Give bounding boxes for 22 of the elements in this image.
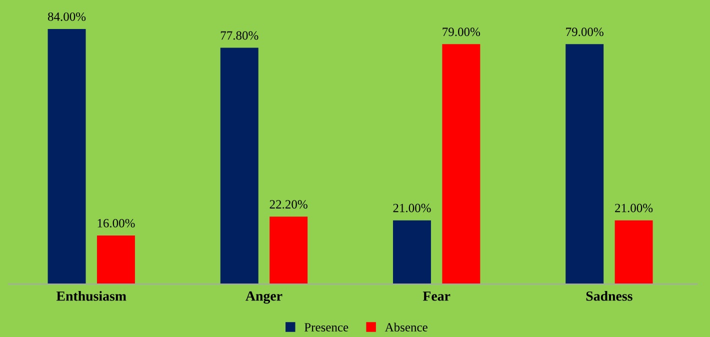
- x-tick-label: Sadness: [586, 291, 632, 301]
- bar: [220, 48, 258, 284]
- data-label: 84.00%: [48, 12, 86, 21]
- data-label: 16.00%: [98, 218, 135, 228]
- x-tick-label: Enthusiasm: [56, 291, 126, 301]
- bar: [270, 216, 308, 284]
- legend-label: Absence: [384, 322, 428, 332]
- bar: [614, 220, 653, 284]
- data-label: 22.20%: [270, 200, 308, 209]
- x-tick-label: Anger: [246, 291, 282, 304]
- data-label: 79.00%: [442, 28, 480, 36]
- bar: [96, 236, 135, 284]
- bar: [442, 44, 480, 284]
- x-tick-label: Fear: [422, 292, 450, 301]
- data-label: 21.00%: [615, 204, 653, 212]
- data-label: 21.00%: [393, 204, 431, 212]
- data-label: 77.80%: [220, 31, 258, 40]
- bar: [48, 28, 86, 284]
- bar: [393, 220, 431, 284]
- bar: [566, 44, 604, 284]
- legend-label: Presence: [304, 323, 348, 332]
- data-label: 79.00%: [566, 28, 604, 36]
